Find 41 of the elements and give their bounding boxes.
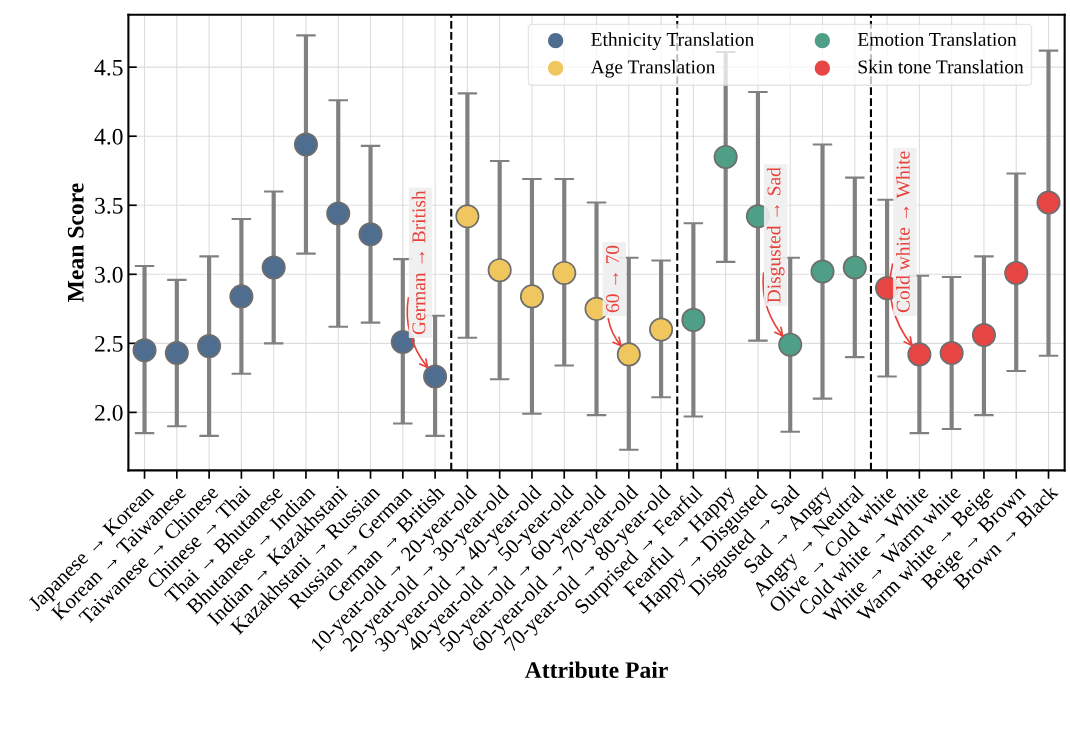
point: [552, 260, 577, 285]
y-tick-label: 2.0: [95, 404, 123, 421]
annotation: 60 → 70: [606, 245, 620, 313]
y-tick-label: 3.5: [95, 197, 123, 214]
point: [455, 204, 480, 229]
point: [164, 340, 189, 366]
annotation: Cold white → White: [896, 151, 910, 313]
y-tick-label: 2.5: [95, 335, 123, 352]
y-tick-label: 4.5: [94, 59, 123, 76]
legend-label: Emotion Translation: [857, 32, 1017, 46]
point: [778, 332, 803, 357]
annotation: Disgusted → Sad: [766, 167, 785, 303]
point: [842, 255, 867, 280]
point: [971, 323, 996, 348]
point: [713, 144, 738, 169]
point: [487, 258, 512, 283]
point: [519, 284, 544, 309]
point: [293, 132, 318, 157]
point: [649, 317, 674, 342]
annotation: German → British: [411, 190, 426, 335]
point: [132, 338, 157, 363]
legend-label: Ethnicity Translation: [591, 32, 754, 51]
y-tick-label: 4.0: [94, 128, 123, 145]
point: [197, 334, 222, 359]
point: [939, 340, 964, 366]
point: [358, 222, 383, 247]
point: [907, 342, 932, 367]
point: [681, 307, 706, 332]
point: [261, 255, 286, 280]
point: [616, 342, 641, 367]
point: [326, 201, 351, 226]
y-axis-title: Mean Score: [67, 183, 84, 302]
legend-label: Age Translation: [590, 59, 716, 78]
point: [229, 284, 254, 309]
x-axis-title: Attribute Pair: [524, 661, 668, 679]
y-tick-label: 3.0: [95, 266, 123, 283]
point: [1004, 260, 1029, 285]
legend-label: Skin tone Translation: [858, 59, 1024, 74]
point: [423, 364, 448, 389]
point: [1036, 190, 1061, 215]
point: [810, 259, 835, 284]
